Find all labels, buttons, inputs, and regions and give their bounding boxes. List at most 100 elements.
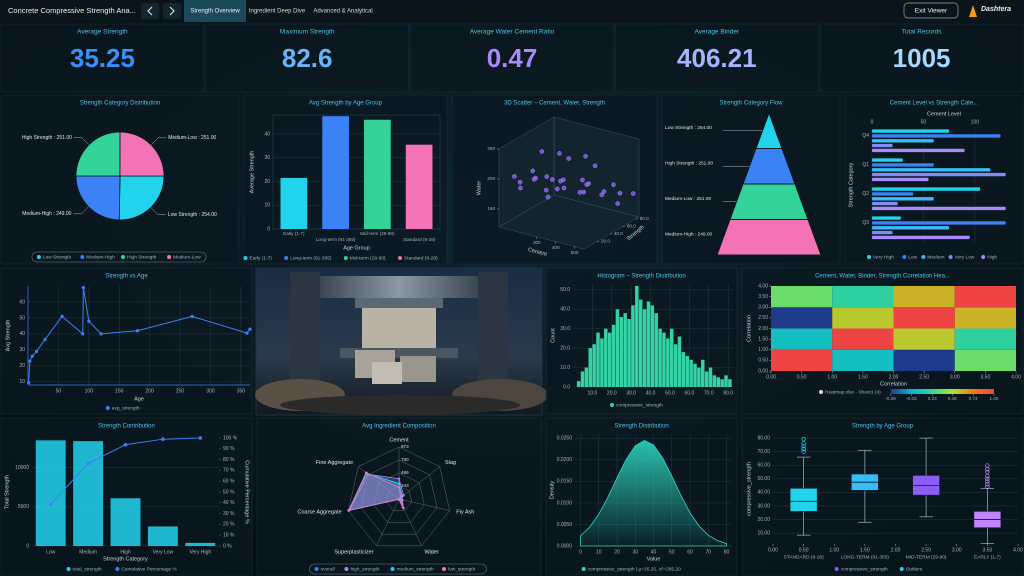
kpi-value: 82.6 (282, 43, 333, 73)
colorbar-tick-label: 0.74 (969, 396, 978, 401)
y-tick-label: 1.50 (758, 336, 768, 342)
next-icon (169, 6, 175, 16)
point (27, 381, 31, 385)
axis-label: Fly Ash (456, 510, 474, 516)
axis-title: Age Group (343, 245, 370, 251)
axis-label: Slag (445, 460, 456, 466)
bar (623, 313, 627, 387)
y-tick-label: 3.00 (758, 305, 768, 311)
legend-label: High Strength (127, 254, 157, 260)
y-tick-label: Q2 (862, 191, 869, 197)
axis-title: Strength Category (848, 162, 854, 207)
leader-line (150, 207, 166, 215)
tab[interactable]: Ingredient Deep Dive (249, 9, 306, 15)
y-tick-label: 40.00 (757, 490, 770, 496)
y-tick-label: 50.00 (757, 476, 770, 482)
y-tick-label: 20.00 (757, 517, 770, 523)
next-button[interactable] (163, 3, 181, 19)
y-tick-label: 10000 (15, 465, 29, 471)
y-tick-label: 250 (487, 146, 495, 151)
y-tick-label: 70.00 (757, 449, 770, 455)
point (190, 314, 194, 318)
x-tick-label: 0.00 (768, 547, 778, 553)
point (198, 436, 203, 440)
bar (872, 226, 950, 230)
y2-tick-label: 40 % (223, 500, 235, 506)
bar (607, 332, 612, 387)
heat-cell (832, 349, 894, 371)
chart-title: Strength vs Age (105, 274, 148, 280)
x-tick-label: 4.00 (1013, 547, 1023, 553)
x-tick-label: Long-term (91-365) (316, 237, 356, 242)
bar (627, 318, 631, 387)
chart-title: Cement Level vs Strength Cate... (890, 101, 979, 107)
chart-title: Strength Contribution (98, 424, 155, 430)
point (399, 496, 403, 499)
point (401, 498, 404, 501)
x-tick-label: 3.50 (981, 374, 991, 380)
x-tick-label: 0 (579, 549, 582, 555)
outlier (985, 484, 990, 490)
bar (720, 379, 724, 387)
x-tick-label: 50 (56, 388, 62, 394)
y-tick-label: 0.0250 (557, 436, 573, 442)
spoke (398, 498, 450, 511)
leader-line (150, 137, 167, 146)
legend-label: Mid-term (29-90) (350, 255, 386, 261)
y2-tick-label: 80 % (223, 457, 235, 463)
bar (619, 317, 624, 387)
bar (872, 134, 1001, 138)
exit-button[interactable] (903, 2, 959, 19)
point (584, 182, 589, 187)
bar (638, 299, 643, 387)
chart-title: Strength Category Distribution (80, 101, 160, 107)
r-tick-label: 486 (401, 470, 409, 475)
heat-cell (771, 328, 833, 350)
legend-label: compressive_strength (616, 402, 663, 408)
legend-box (31, 251, 207, 263)
point (397, 482, 401, 485)
axis-label: Water (424, 549, 439, 555)
y-tick-label: 0.0200 (557, 457, 573, 463)
tab-active[interactable] (184, 0, 246, 22)
heat-cell (832, 328, 894, 350)
legend-label: High (987, 254, 997, 260)
axis-title: Cumulative Percentage % (244, 460, 250, 524)
bar (642, 309, 647, 387)
bar (677, 336, 682, 387)
prev-icon (147, 6, 153, 16)
data-label: Medium-Low : 251.00 (665, 196, 711, 202)
point (531, 177, 537, 182)
y-tick-label: 4.00 (758, 283, 768, 289)
tab[interactable]: Strength Overview (190, 9, 240, 15)
tab[interactable]: Advanced & Analytical (313, 9, 372, 15)
panel (0, 267, 253, 415)
prev-button[interactable] (141, 3, 159, 19)
y2-tick-label: 90 % (223, 446, 235, 452)
x-tick-label: Mid-term (29-90) (360, 231, 395, 236)
bar (635, 285, 639, 387)
legend-label: high_strength (350, 566, 379, 572)
x-tick-label: 500 (571, 250, 579, 255)
bar (650, 305, 655, 387)
kpi-label: Average Binder (694, 29, 740, 36)
y-tick-label: 0.50 (758, 358, 768, 364)
x-tick-label: 0.50 (799, 547, 809, 553)
point (517, 180, 523, 185)
kpi-label: Total Records (902, 29, 942, 36)
colorbar-tick-label: 0.48 (948, 396, 957, 401)
exit-label[interactable]: Exit Viewer (915, 8, 948, 15)
point (577, 190, 583, 195)
y-tick-label: 50.0 (560, 287, 570, 293)
point (364, 471, 368, 474)
logo-text: Dashtera (981, 6, 1011, 13)
point (34, 349, 39, 354)
heat-cell (893, 307, 955, 329)
point (599, 192, 605, 198)
y-tick-label: Q3 (862, 220, 869, 226)
point (135, 329, 140, 333)
data-label: High Strength : 251.00 (22, 135, 72, 141)
bar (662, 332, 666, 387)
y-tick-label: 3.50 (758, 294, 768, 300)
